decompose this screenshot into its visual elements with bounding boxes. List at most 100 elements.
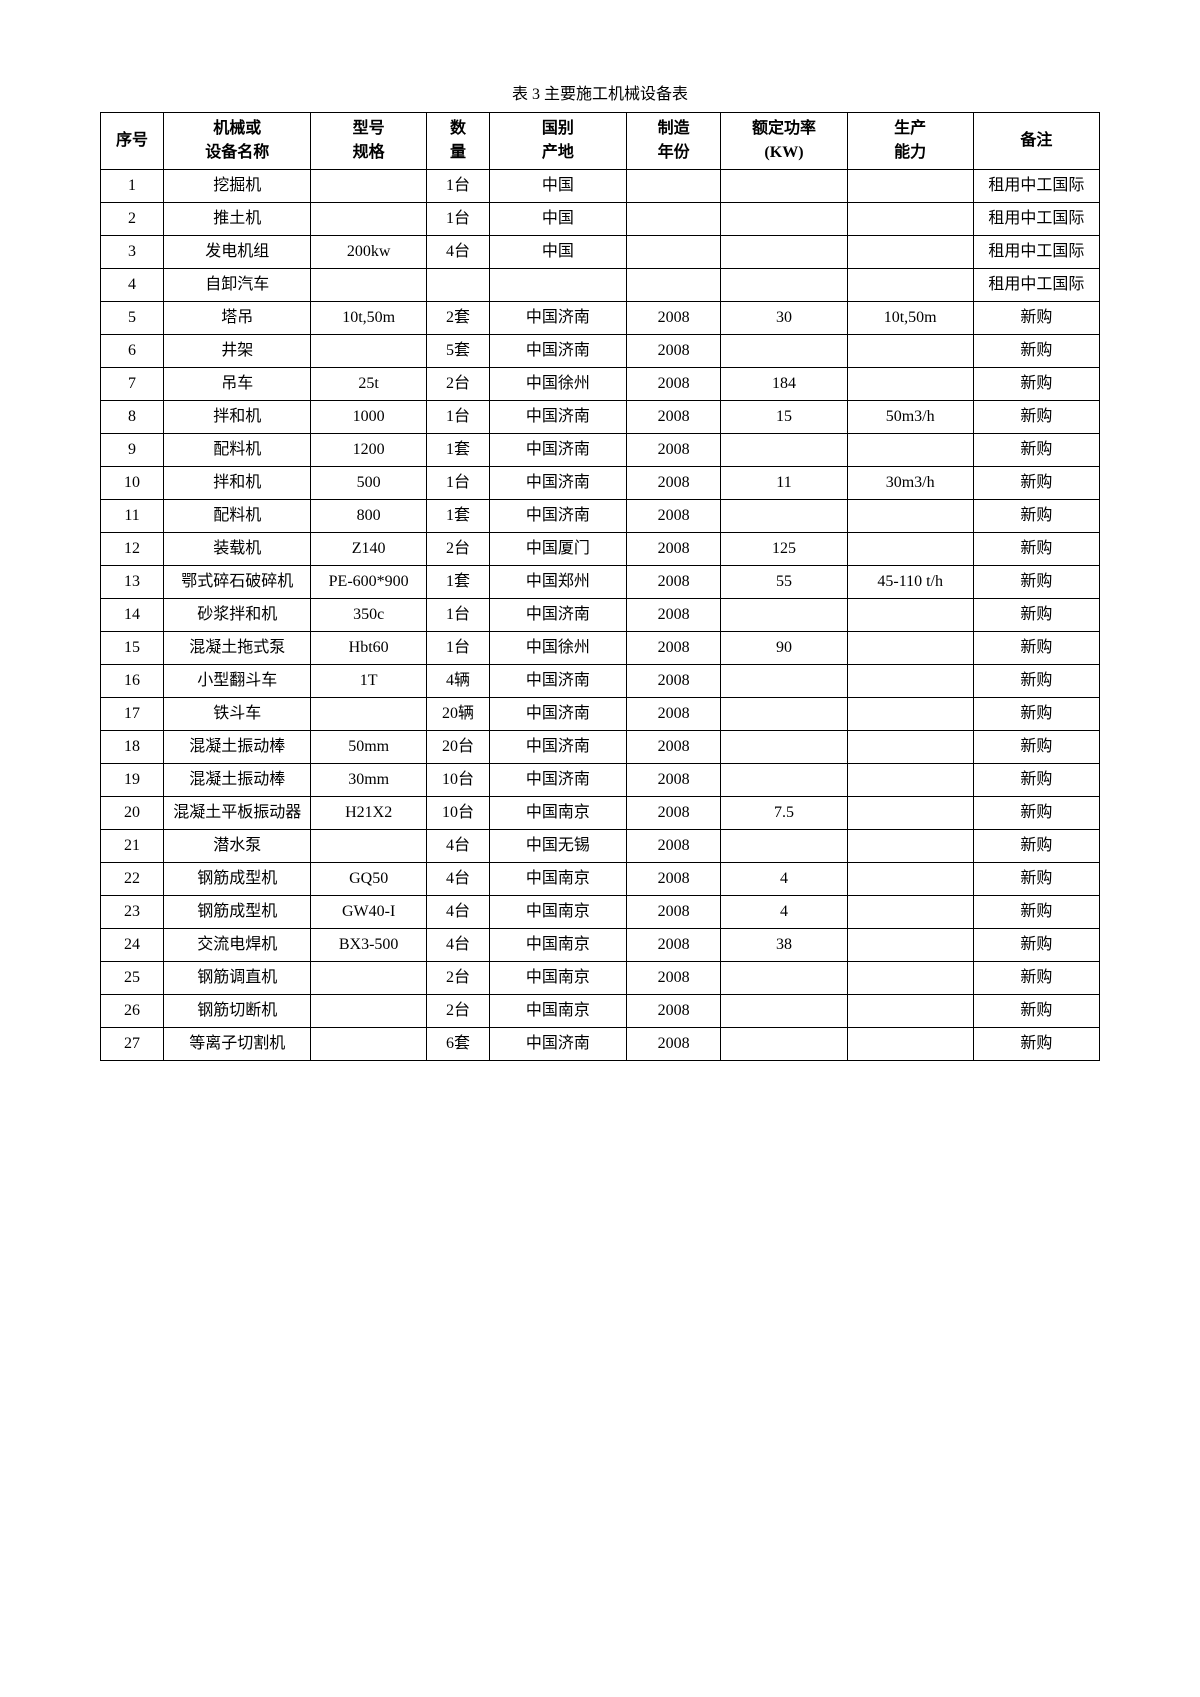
- cell-origin: 中国济南: [490, 500, 627, 533]
- cell-model: [311, 830, 427, 863]
- table-row: 11配料机8001套中国济南2008新购: [101, 500, 1100, 533]
- cell-power: 4: [721, 863, 847, 896]
- cell-qty: 2台: [426, 533, 489, 566]
- equipment-table: 序号机械或 设备名称型号 规格数 量国别 产地制造 年份额定功率 (KW)生产 …: [100, 112, 1100, 1061]
- cell-power: 7.5: [721, 797, 847, 830]
- table-title: 表 3 主要施工机械设备表: [100, 80, 1100, 104]
- cell-model: 1200: [311, 434, 427, 467]
- cell-year: 2008: [626, 797, 721, 830]
- cell-model: [311, 995, 427, 1028]
- table-row: 17铁斗车20辆中国济南2008新购: [101, 698, 1100, 731]
- cell-cap: [847, 599, 973, 632]
- cell-year: 2008: [626, 566, 721, 599]
- cell-model: GQ50: [311, 863, 427, 896]
- cell-name: 配料机: [164, 434, 311, 467]
- cell-model: [311, 335, 427, 368]
- cell-origin: 中国南京: [490, 995, 627, 1028]
- cell-seq: 20: [101, 797, 164, 830]
- cell-name: 推土机: [164, 203, 311, 236]
- cell-note: 新购: [973, 467, 1099, 500]
- cell-power: [721, 434, 847, 467]
- cell-seq: 26: [101, 995, 164, 1028]
- table-row: 1挖掘机1台中国租用中工国际: [101, 170, 1100, 203]
- cell-note: 新购: [973, 335, 1099, 368]
- cell-cap: [847, 863, 973, 896]
- cell-power: [721, 269, 847, 302]
- cell-power: [721, 764, 847, 797]
- cell-origin: 中国无锡: [490, 830, 627, 863]
- cell-note: 新购: [973, 401, 1099, 434]
- cell-name: 吊车: [164, 368, 311, 401]
- cell-name: 混凝土拖式泵: [164, 632, 311, 665]
- cell-qty: 4辆: [426, 665, 489, 698]
- cell-cap: [847, 1028, 973, 1061]
- cell-model: [311, 170, 427, 203]
- table-row: 7吊车25t2台中国徐州2008184新购: [101, 368, 1100, 401]
- cell-name: 混凝土平板振动器: [164, 797, 311, 830]
- cell-name: 装载机: [164, 533, 311, 566]
- cell-note: 新购: [973, 1028, 1099, 1061]
- cell-qty: 20台: [426, 731, 489, 764]
- cell-power: 4: [721, 896, 847, 929]
- cell-note: 新购: [973, 830, 1099, 863]
- cell-note: 新购: [973, 698, 1099, 731]
- cell-power: [721, 1028, 847, 1061]
- cell-seq: 5: [101, 302, 164, 335]
- cell-year: 2008: [626, 731, 721, 764]
- cell-power: [721, 995, 847, 1028]
- cell-seq: 14: [101, 599, 164, 632]
- cell-cap: 10t,50m: [847, 302, 973, 335]
- cell-note: 新购: [973, 368, 1099, 401]
- table-body: 1挖掘机1台中国租用中工国际2推土机1台中国租用中工国际3发电机组200kw4台…: [101, 170, 1100, 1061]
- cell-year: 2008: [626, 929, 721, 962]
- cell-cap: [847, 830, 973, 863]
- cell-note: 租用中工国际: [973, 203, 1099, 236]
- cell-model: 1T: [311, 665, 427, 698]
- table-row: 23钢筋成型机GW40-I4台中国南京20084新购: [101, 896, 1100, 929]
- cell-cap: [847, 335, 973, 368]
- cell-seq: 2: [101, 203, 164, 236]
- cell-note: 新购: [973, 731, 1099, 764]
- cell-name: 钢筋调直机: [164, 962, 311, 995]
- cell-cap: [847, 962, 973, 995]
- cell-power: 90: [721, 632, 847, 665]
- cell-year: 2008: [626, 698, 721, 731]
- cell-model: GW40-I: [311, 896, 427, 929]
- cell-seq: 23: [101, 896, 164, 929]
- table-row: 10拌和机5001台中国济南20081130m3/h新购: [101, 467, 1100, 500]
- cell-power: [721, 731, 847, 764]
- cell-power: [721, 599, 847, 632]
- cell-seq: 7: [101, 368, 164, 401]
- cell-cap: [847, 533, 973, 566]
- cell-power: 15: [721, 401, 847, 434]
- cell-power: [721, 665, 847, 698]
- cell-note: 新购: [973, 863, 1099, 896]
- cell-power: [721, 203, 847, 236]
- cell-model: BX3-500: [311, 929, 427, 962]
- cell-origin: 中国济南: [490, 665, 627, 698]
- cell-year: 2008: [626, 665, 721, 698]
- cell-qty: 1台: [426, 632, 489, 665]
- cell-cap: [847, 434, 973, 467]
- cell-cap: [847, 269, 973, 302]
- cell-cap: [847, 665, 973, 698]
- cell-seq: 10: [101, 467, 164, 500]
- cell-power: 125: [721, 533, 847, 566]
- cell-qty: 1台: [426, 401, 489, 434]
- cell-origin: 中国徐州: [490, 368, 627, 401]
- cell-note: 新购: [973, 797, 1099, 830]
- table-row: 3发电机组200kw4台中国租用中工国际: [101, 236, 1100, 269]
- cell-year: 2008: [626, 995, 721, 1028]
- table-row: 15混凝土拖式泵Hbt601台中国徐州200890新购: [101, 632, 1100, 665]
- cell-origin: 中国南京: [490, 797, 627, 830]
- table-row: 4自卸汽车租用中工国际: [101, 269, 1100, 302]
- cell-note: 新购: [973, 566, 1099, 599]
- cell-origin: 中国济南: [490, 599, 627, 632]
- col-header-5: 制造 年份: [626, 113, 721, 170]
- cell-power: 30: [721, 302, 847, 335]
- cell-seq: 3: [101, 236, 164, 269]
- cell-cap: 50m3/h: [847, 401, 973, 434]
- col-header-0: 序号: [101, 113, 164, 170]
- cell-name: 砂浆拌和机: [164, 599, 311, 632]
- cell-qty: 4台: [426, 236, 489, 269]
